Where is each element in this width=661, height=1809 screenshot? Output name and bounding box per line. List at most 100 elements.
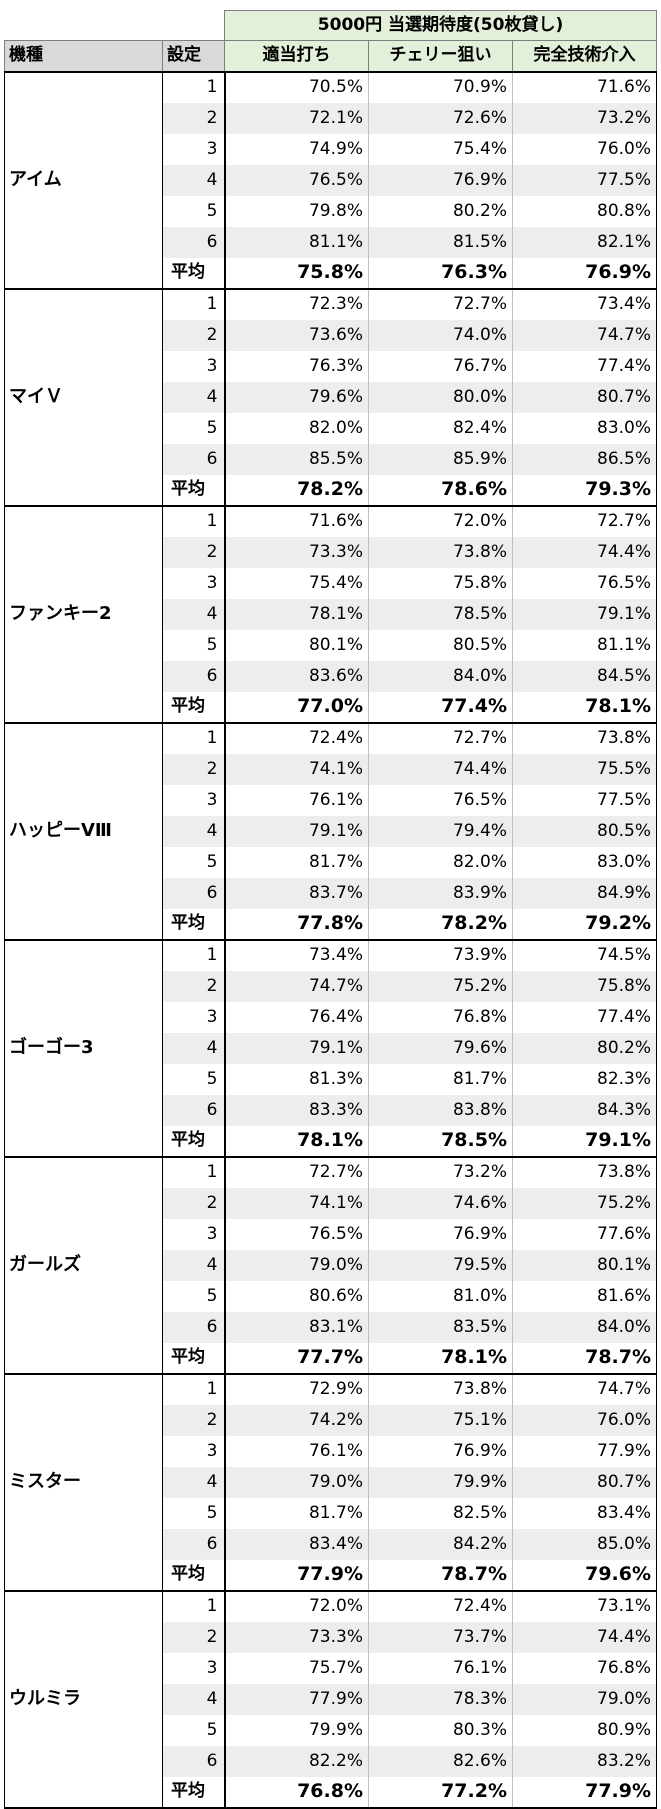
- average-row: 平均 75.8% 76.3% 76.9%: [5, 257, 658, 290]
- value-cell: 70.9%: [368, 71, 513, 103]
- value-cell: 73.9%: [368, 939, 513, 971]
- setting-cell: 1: [162, 939, 226, 971]
- setting-cell: 1: [162, 71, 226, 103]
- setting-cell: 6: [162, 1311, 226, 1343]
- value-cell: 72.7%: [368, 722, 513, 754]
- value-cell: 84.5%: [511, 660, 658, 692]
- setting-cell: 1: [162, 722, 226, 754]
- value-cell: 72.0%: [224, 1590, 369, 1622]
- table-row: 5 81.3% 81.7% 82.3%: [5, 1063, 658, 1095]
- table-row: 4 77.9% 78.3% 79.0%: [5, 1683, 658, 1715]
- setting-cell: 1: [162, 505, 226, 537]
- expectation-table: 5000円 当選期待度(50枚貸し) 機種 設定 適当打ち チェリー狙い 完全技…: [4, 10, 658, 1809]
- table-row: 6 83.1% 83.5% 84.0%: [5, 1311, 658, 1343]
- model-column-header: 機種: [4, 40, 163, 73]
- value-cell: 73.8%: [368, 536, 513, 568]
- table-row: 3 76.1% 76.9% 77.9%: [5, 1435, 658, 1467]
- value-cell: 77.5%: [511, 164, 658, 196]
- setting-cell: 2: [162, 970, 226, 1002]
- average-value-cell: 75.8%: [224, 257, 369, 290]
- table-row: 5 79.8% 80.2% 80.8%: [5, 195, 658, 227]
- value-cell: 80.9%: [511, 1714, 658, 1746]
- value-cell: 75.2%: [368, 970, 513, 1002]
- value-cell: 79.1%: [224, 1032, 369, 1064]
- table-row: 3 76.5% 76.9% 77.6%: [5, 1218, 658, 1250]
- value-cell: 76.4%: [224, 1001, 369, 1033]
- table-row: 3 75.7% 76.1% 76.8%: [5, 1652, 658, 1684]
- value-cell: 74.0%: [368, 319, 513, 351]
- value-cell: 76.5%: [224, 1218, 369, 1250]
- value-cell: 75.2%: [511, 1187, 658, 1219]
- value-cell: 81.1%: [224, 226, 369, 258]
- model-name-cell: ミスター: [4, 1372, 163, 1592]
- model-name-cell: アイム: [4, 70, 163, 290]
- value-cell: 79.0%: [511, 1683, 658, 1715]
- value-cell: 77.9%: [224, 1683, 369, 1715]
- setting-cell: 4: [162, 1683, 226, 1715]
- value-cell: 75.7%: [224, 1652, 369, 1684]
- value-cell: 76.5%: [368, 784, 513, 816]
- value-cell: 81.7%: [224, 1497, 369, 1529]
- table-row: 5 80.6% 81.0% 81.6%: [5, 1280, 658, 1312]
- table-row: 3 76.1% 76.5% 77.5%: [5, 784, 658, 816]
- table-row: 4 79.1% 79.6% 80.2%: [5, 1032, 658, 1064]
- value-cell: 80.1%: [224, 629, 369, 661]
- table-row: 5 80.1% 80.5% 81.1%: [5, 629, 658, 661]
- value-cell: 77.5%: [511, 784, 658, 816]
- strategy-column-header: 完全技術介入: [511, 40, 658, 73]
- value-cell: 79.0%: [224, 1249, 369, 1281]
- setting-cell: 2: [162, 1187, 226, 1219]
- average-label-cell: 平均: [162, 1559, 226, 1592]
- model-name-cell: ウルミラ: [4, 1589, 163, 1809]
- average-label-cell: 平均: [162, 1776, 226, 1809]
- value-cell: 73.7%: [368, 1621, 513, 1653]
- setting-cell: 3: [162, 1652, 226, 1684]
- value-cell: 76.0%: [511, 133, 658, 165]
- value-cell: 81.0%: [368, 1280, 513, 1312]
- value-cell: 83.8%: [368, 1094, 513, 1126]
- table-row: 6 85.5% 85.9% 86.5%: [5, 443, 658, 475]
- average-value-cell: 78.2%: [368, 908, 513, 941]
- value-cell: 81.5%: [368, 226, 513, 258]
- average-value-cell: 78.1%: [224, 1125, 369, 1158]
- setting-cell: 6: [162, 1094, 226, 1126]
- value-cell: 74.2%: [224, 1404, 369, 1436]
- table-row: 3 75.4% 75.8% 76.5%: [5, 567, 658, 599]
- table-row: 6 81.1% 81.5% 82.1%: [5, 226, 658, 258]
- value-cell: 79.1%: [224, 815, 369, 847]
- strategy-column-header: 適当打ち: [224, 40, 369, 73]
- value-cell: 76.1%: [368, 1652, 513, 1684]
- value-cell: 84.0%: [511, 1311, 658, 1343]
- value-cell: 74.6%: [368, 1187, 513, 1219]
- value-cell: 73.2%: [368, 1156, 513, 1188]
- setting-cell: 3: [162, 567, 226, 599]
- value-cell: 84.0%: [368, 660, 513, 692]
- setting-cell: 2: [162, 536, 226, 568]
- value-cell: 71.6%: [511, 71, 658, 103]
- value-cell: 79.5%: [368, 1249, 513, 1281]
- table-row: 4 79.1% 79.4% 80.5%: [5, 815, 658, 847]
- value-cell: 72.6%: [368, 102, 513, 134]
- value-cell: 82.0%: [368, 846, 513, 878]
- value-cell: 77.4%: [511, 350, 658, 382]
- average-value-cell: 78.7%: [511, 1342, 658, 1375]
- table-row: 6 83.6% 84.0% 84.5%: [5, 660, 658, 692]
- value-cell: 74.7%: [511, 1373, 658, 1405]
- value-cell: 72.3%: [224, 288, 369, 320]
- table-row: 3 74.9% 75.4% 76.0%: [5, 133, 658, 165]
- value-cell: 73.1%: [511, 1590, 658, 1622]
- average-row: 平均 77.8% 78.2% 79.2%: [5, 908, 658, 941]
- setting-cell: 6: [162, 660, 226, 692]
- value-cell: 72.9%: [224, 1373, 369, 1405]
- value-cell: 76.1%: [224, 784, 369, 816]
- value-cell: 83.2%: [511, 1745, 658, 1777]
- setting-cell: 3: [162, 1435, 226, 1467]
- average-value-cell: 77.9%: [511, 1776, 658, 1809]
- model-name-cell: ガールズ: [4, 1155, 163, 1375]
- value-cell: 72.4%: [224, 722, 369, 754]
- setting-cell: 5: [162, 846, 226, 878]
- value-cell: 83.1%: [224, 1311, 369, 1343]
- value-cell: 81.1%: [511, 629, 658, 661]
- table-row: 3 76.3% 76.7% 77.4%: [5, 350, 658, 382]
- value-cell: 78.1%: [224, 598, 369, 630]
